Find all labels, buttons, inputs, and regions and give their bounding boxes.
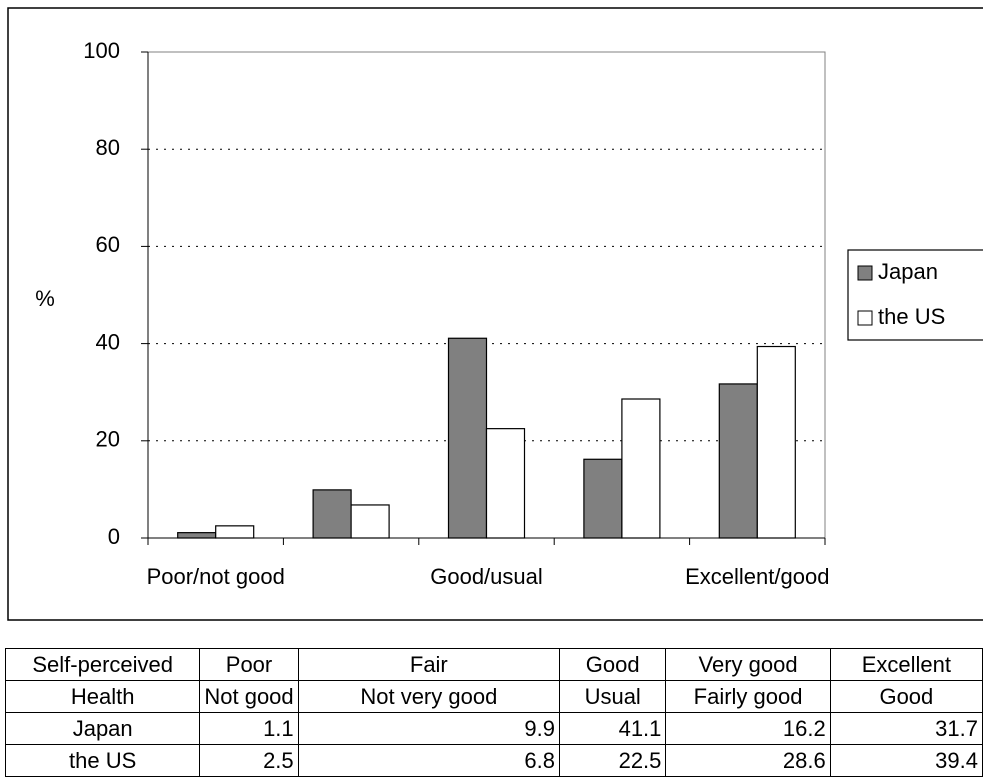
table-body: Self-perceived Poor Fair Good Very good Excel… (4, 648, 983, 777)
legend-label: Japan (878, 259, 938, 284)
table-cell: 6.8 (297, 744, 561, 777)
table-cell: Not very good (297, 680, 561, 713)
table-cell: Self-perceived (4, 648, 201, 681)
table-cell: 39.4 (829, 744, 983, 777)
table-row: Japan 1.1 9.9 41.1 16.2 31.7 (4, 712, 983, 745)
table-cell: Fair (297, 648, 561, 681)
table-cell: 28.6 (665, 744, 831, 777)
table-cell: Poor (199, 648, 299, 681)
data-table: Self-perceived Poor Fair Good Very good Excel… (4, 648, 983, 777)
bar (621, 398, 661, 539)
x-tick-label: Poor/not good (147, 564, 285, 589)
y-tick-label: 0 (108, 524, 120, 549)
bar (312, 489, 352, 539)
table-cell: 1.1 (199, 712, 299, 745)
table-cell: 2.5 (199, 744, 299, 777)
table-cell: Usual (558, 680, 667, 713)
chart: % 0 20 40 60 80 100 Poor/not good Good/usual Exc… (7, 7, 983, 621)
y-tick-label: 100 (83, 38, 120, 63)
table-cell: 9.9 (297, 712, 561, 745)
y-tick-label: 80 (96, 135, 120, 160)
bar (177, 532, 217, 539)
table-row: Health Not good Not very good Usual Fairly g… (4, 680, 983, 713)
bar (583, 458, 623, 539)
table-cell: 22.5 (558, 744, 667, 777)
table-cell: Good (558, 648, 667, 681)
legend-swatch (857, 310, 873, 326)
table-cell: Excellent (829, 648, 983, 681)
bar (718, 383, 758, 539)
y-axis-label: % (35, 286, 55, 311)
table-cell: Very good (665, 648, 831, 681)
table-cell: 41.1 (558, 712, 667, 745)
x-tick-label: Excellent/good (685, 564, 829, 589)
bar (756, 345, 796, 539)
bar (215, 525, 255, 539)
y-tick-label: 40 (96, 329, 120, 354)
table-cell: Health (4, 680, 201, 713)
table-cell: Good (829, 680, 983, 713)
x-tick-label: Good/usual (430, 564, 543, 589)
y-tick-label: 20 (96, 427, 120, 452)
table-cell: Fairly good (665, 680, 831, 713)
legend-swatch (857, 265, 873, 281)
y-tick-label: 60 (96, 232, 120, 257)
bar (350, 504, 390, 539)
table-cell: Not good (199, 680, 299, 713)
table-cell: Japan (4, 712, 201, 745)
legend-label: the US (878, 304, 945, 329)
bar (447, 337, 488, 539)
table-cell: the US (4, 744, 201, 777)
table-row: Self-perceived Poor Fair Good Very good Excel… (4, 648, 983, 681)
table-cell: 16.2 (665, 712, 831, 745)
table-cell: 31.7 (829, 712, 983, 745)
bar (485, 428, 526, 539)
table-row: the US 2.5 6.8 22.5 28.6 39.4 (4, 744, 983, 777)
